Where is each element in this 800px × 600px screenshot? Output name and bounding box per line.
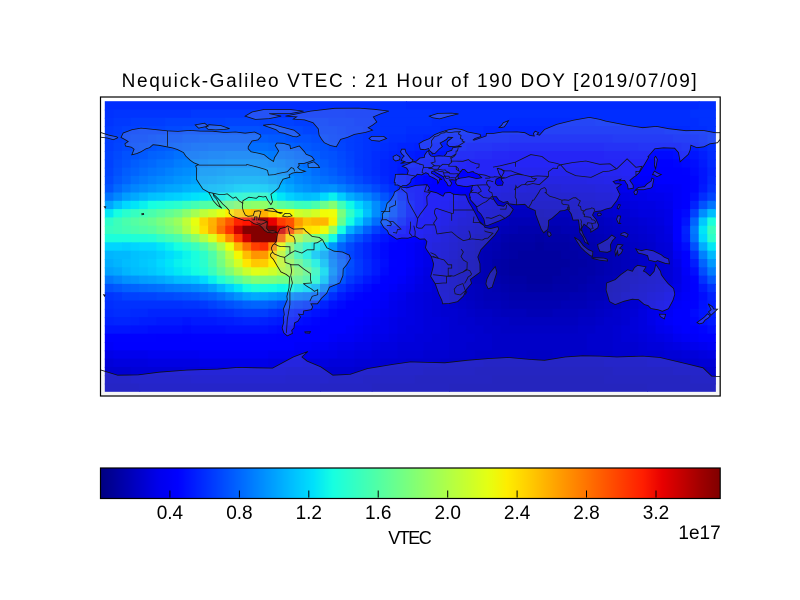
svg-text:1.6: 1.6 [365, 503, 391, 524]
svg-text:3.2: 3.2 [643, 503, 669, 524]
svg-text:2.8: 2.8 [573, 503, 599, 524]
svg-text:1.2: 1.2 [296, 503, 322, 524]
svg-text:0.8: 0.8 [226, 503, 252, 524]
svg-text:VTEC: VTEC [388, 528, 432, 548]
svg-text:1e17: 1e17 [678, 523, 720, 544]
svg-text:Nequick-Galileo VTEC : 21 Hour: Nequick-Galileo VTEC : 21 Hour of 190 DO… [122, 71, 699, 92]
svg-text:0.4: 0.4 [157, 503, 184, 524]
svg-text:2.4: 2.4 [504, 503, 531, 524]
svg-text:2.0: 2.0 [434, 503, 460, 524]
